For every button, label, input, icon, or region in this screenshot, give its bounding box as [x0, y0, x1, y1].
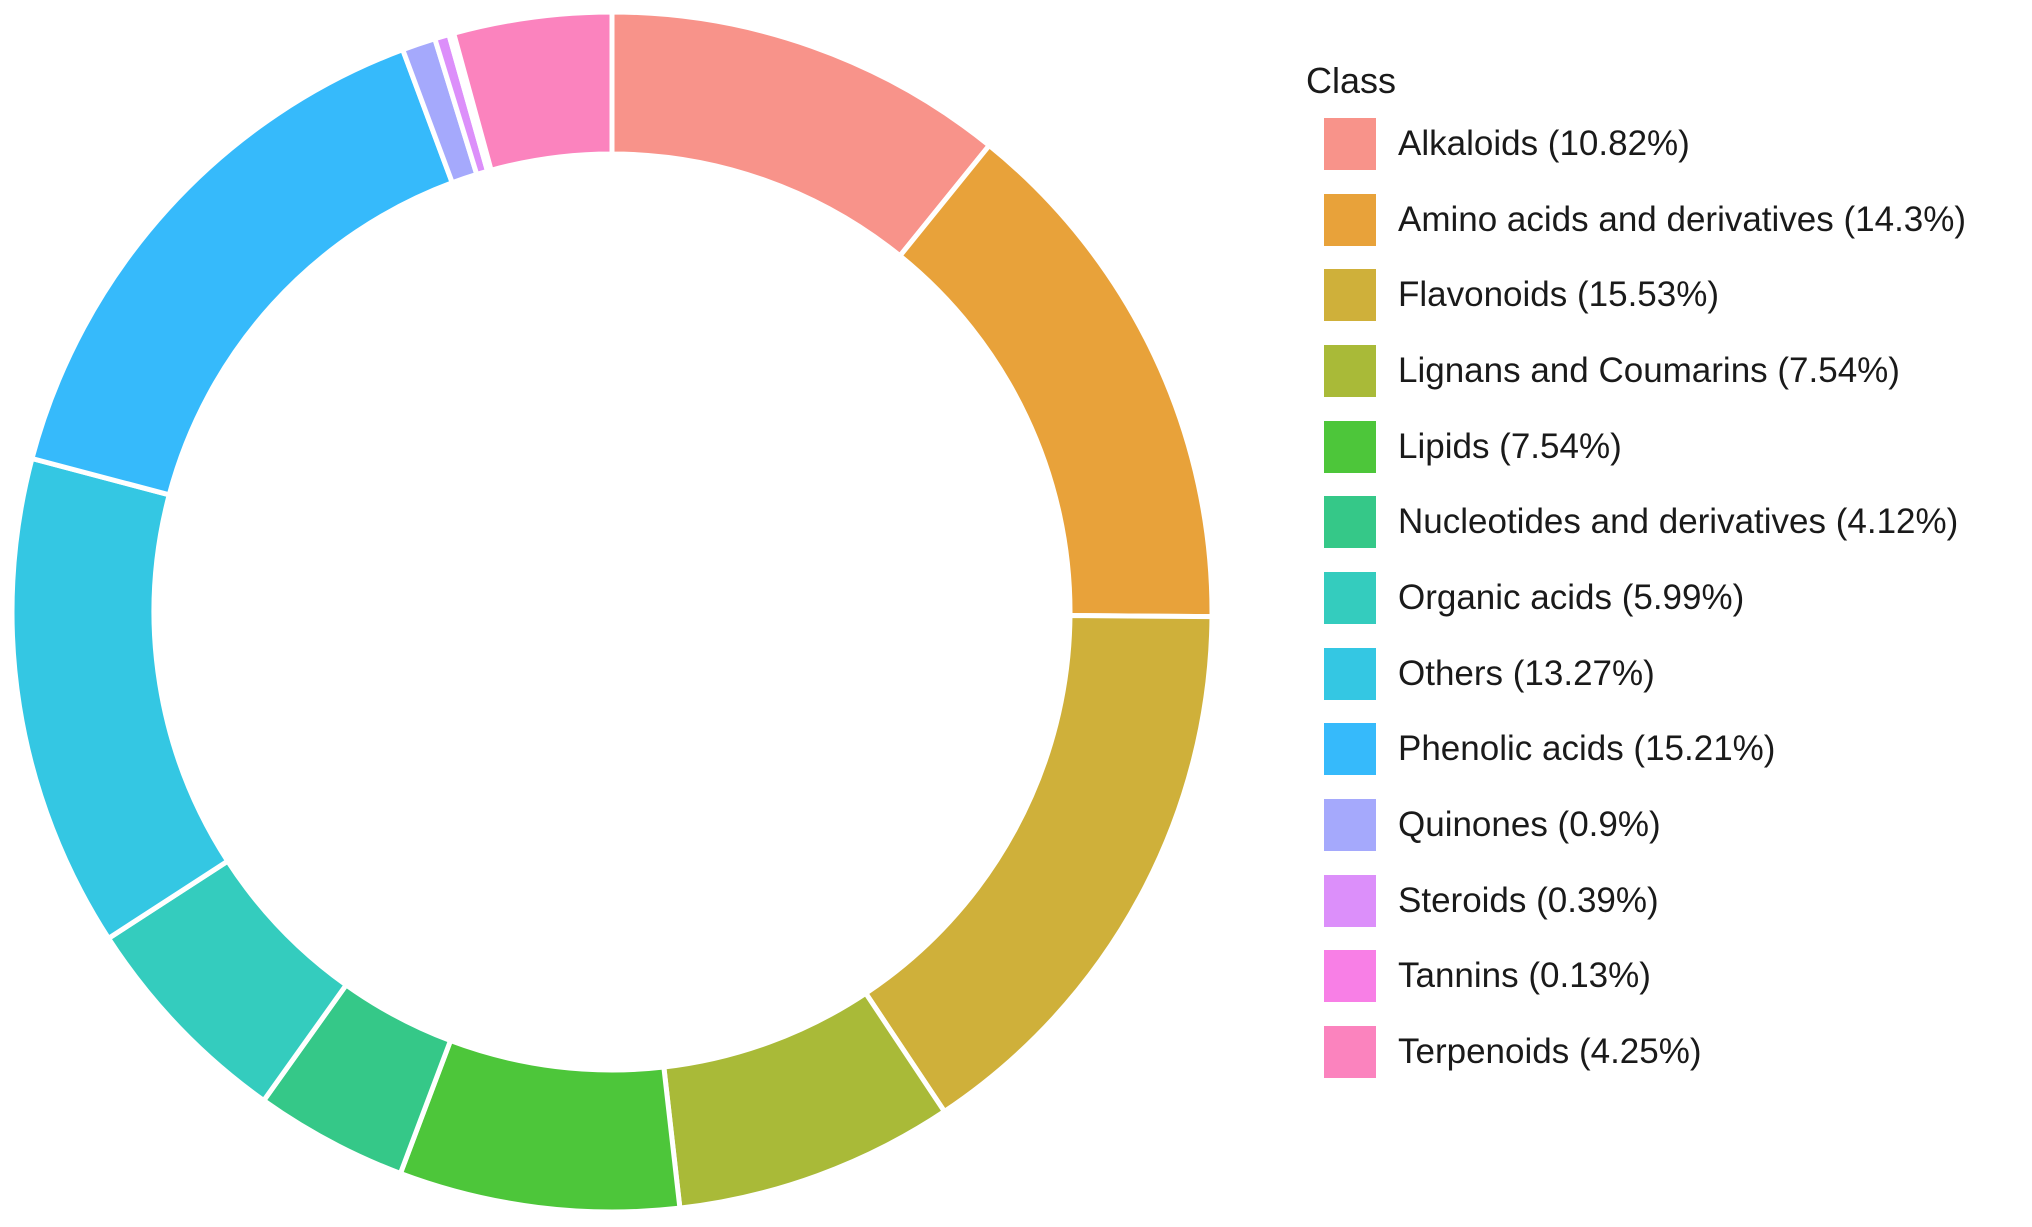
legend-label: Lignans and Coumarins (7.54%) — [1398, 350, 1900, 390]
legend-swatch — [1324, 496, 1376, 549]
legend-swatch — [1324, 571, 1376, 624]
legend-swatch — [1324, 117, 1376, 170]
legend-item: Lipids (7.54%) — [1306, 409, 2026, 485]
legend-swatch — [1324, 269, 1376, 322]
legend-swatch — [1324, 799, 1376, 852]
legend-label: Terpenoids (4.25%) — [1398, 1032, 1702, 1072]
legend-swatch — [1324, 874, 1376, 927]
legend-label: Phenolic acids (15.21%) — [1398, 729, 1776, 769]
legend-label: Others (13.27%) — [1398, 653, 1655, 693]
donut-slice — [28, 46, 456, 498]
legend-item: Phenolic acids (15.21%) — [1306, 712, 2026, 788]
legend-item: Alkaloids (10.82%) — [1306, 106, 2026, 182]
legend-label: Tannins (0.13%) — [1398, 956, 1651, 996]
legend-items: Alkaloids (10.82%) Amino acids and deriva… — [1306, 106, 2026, 1090]
donut-slice — [862, 613, 1215, 1115]
legend-swatch — [1324, 1026, 1376, 1079]
legend-swatch — [1324, 344, 1376, 397]
legend-item: Lignans and Coumarins (7.54%) — [1306, 333, 2026, 409]
legend-item: Quinones (0.9%) — [1306, 787, 2026, 863]
legend-item: Tannins (0.13%) — [1306, 939, 2026, 1015]
legend-label: Lipids (7.54%) — [1398, 426, 1622, 466]
legend-item: Terpenoids (4.25%) — [1306, 1014, 2026, 1090]
legend-label: Steroids (0.39%) — [1398, 880, 1659, 920]
legend-swatch — [1324, 420, 1376, 473]
legend-label: Alkaloids (10.82%) — [1398, 123, 1690, 163]
legend-label: Nucleotides and derivatives (4.12%) — [1398, 502, 1959, 542]
legend-title: Class — [1306, 60, 1397, 101]
legend: Class Alkaloids (10.82%) Amino acids and … — [1306, 56, 2026, 1090]
donut-slice — [896, 141, 1215, 620]
donut-slice — [450, 9, 615, 174]
legend-item: Flavonoids (15.53%) — [1306, 257, 2026, 333]
legend-label: Amino acids and derivatives (14.3%) — [1398, 199, 1967, 239]
legend-label: Quinones (0.9%) — [1398, 805, 1661, 845]
legend-swatch — [1324, 193, 1376, 246]
legend-item: Nucleotides and derivatives (4.12%) — [1306, 484, 2026, 560]
legend-swatch — [1324, 723, 1376, 776]
legend-swatch — [1324, 950, 1376, 1003]
donut-slice — [9, 455, 232, 942]
legend-item: Steroids (0.39%) — [1306, 863, 2026, 939]
legend-item: Organic acids (5.99%) — [1306, 560, 2026, 636]
legend-item: Others (13.27%) — [1306, 636, 2026, 712]
legend-swatch — [1324, 647, 1376, 700]
legend-label: Organic acids (5.99%) — [1398, 577, 1745, 617]
legend-item: Amino acids and derivatives (14.3%) — [1306, 182, 2026, 258]
legend-label: Flavonoids (15.53%) — [1398, 275, 1719, 315]
